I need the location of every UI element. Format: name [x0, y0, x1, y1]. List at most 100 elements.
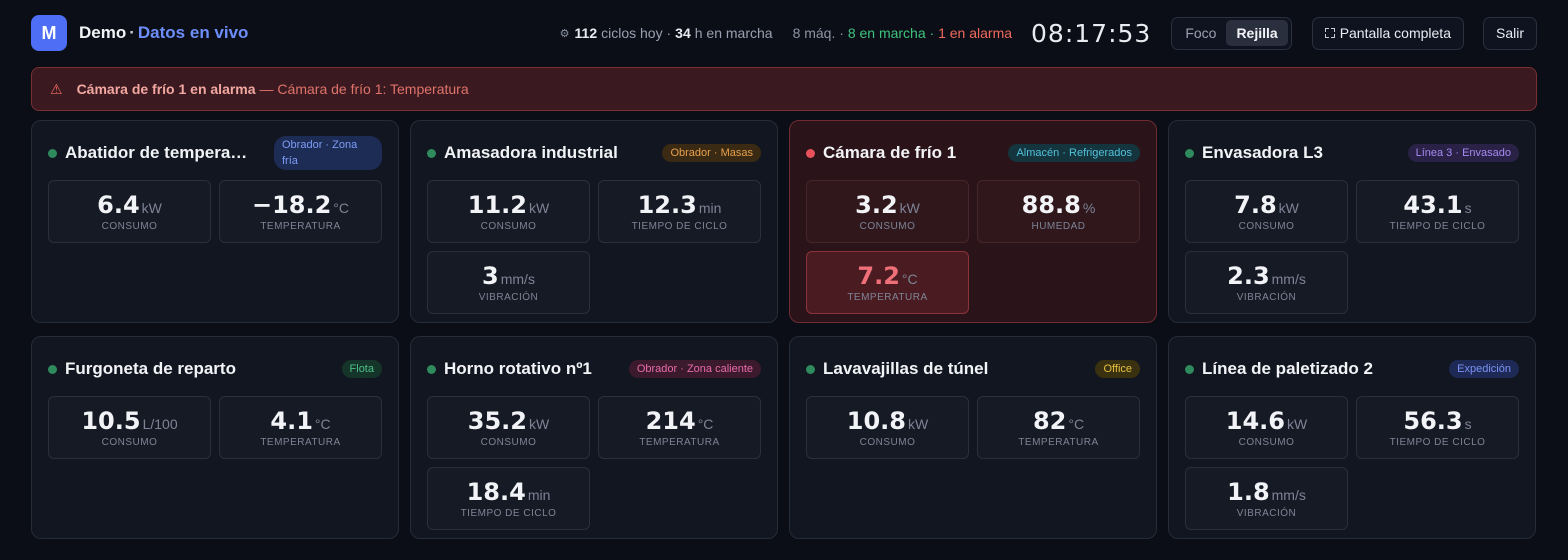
machine-title: Lavavajillas de túnel [823, 359, 989, 378]
view-grid-button[interactable]: Rejilla [1226, 20, 1288, 46]
metric-label: TIEMPO DE CICLO [1389, 221, 1486, 232]
metric-value: 7.8 [1234, 191, 1277, 219]
machine-title: Amasadora industrial [444, 143, 618, 162]
location-tag: Obrador · Masas [662, 144, 761, 162]
alarm-title: Cámara de frío 1 en alarma [76, 81, 256, 97]
metric-value: 35.2 [467, 407, 527, 435]
brand-separator: · [129, 23, 135, 42]
hours-count: 34 [675, 25, 691, 41]
metric-value: 214 [645, 407, 696, 435]
machine-summary: 8 máq. · 8 en marcha · 1 en alarma [793, 25, 1012, 41]
metric-tile: 18.4 min TIEMPO DE CICLO [427, 467, 590, 530]
metric-value: 3.2 [855, 191, 898, 219]
metric-unit: s [1464, 200, 1472, 216]
metric-tile: 88.8% HUMEDAD [977, 180, 1140, 243]
metric-label: TEMPERATURA [1018, 437, 1099, 448]
brand-title: Demo · Datos en vivo [79, 23, 248, 43]
metric-label: CONSUMO [480, 221, 537, 232]
metric-unit: kW [529, 200, 550, 216]
exit-button[interactable]: Salir [1482, 16, 1537, 50]
machine-card[interactable]: Envasadora L3 Línea 3 · Envasado 7.8 kW C… [1168, 120, 1536, 323]
metric-unit: kW [1287, 416, 1308, 432]
machine-card[interactable]: Abatidor de tempera… Obrador · Zona fría… [31, 120, 399, 323]
machine-card[interactable]: Horno rotativo nº1 Obrador · Zona calien… [410, 336, 778, 539]
metric-tile: 1.8 mm/s VIBRACIÓN [1185, 467, 1348, 530]
machine-card[interactable]: Línea de paletizado 2 Expedición 14.6 kW … [1168, 336, 1536, 539]
metric-value: 14.6 [1225, 407, 1285, 435]
metric-tile: 3 mm/s VIBRACIÓN [427, 251, 590, 314]
metric-unit: kW [1278, 200, 1299, 216]
metric-value: 88.8 [1021, 191, 1081, 219]
location-tag: Expedición [1449, 360, 1519, 378]
metric-tile: 12.3 min TIEMPO DE CICLO [598, 180, 761, 243]
metric-tile: 2.3 mm/s VIBRACIÓN [1185, 251, 1348, 314]
location-tag: Línea 3 · Envasado [1407, 144, 1519, 162]
metric-unit: kW [908, 416, 929, 432]
logo-letter: M [41, 22, 57, 43]
metric-value: 11.2 [467, 191, 527, 219]
metric-tile: 6.4 kW CONSUMO [48, 180, 211, 243]
metric-value: 10.8 [846, 407, 906, 435]
metric-tile: 14.6 kW CONSUMO [1185, 396, 1348, 459]
machine-card[interactable]: Lavavajillas de túnel Office 10.8 kW CONS… [789, 336, 1157, 539]
status-dot [806, 148, 815, 158]
machine-title: Furgoneta de reparto [65, 359, 236, 378]
metric-tile-alarm: 7.2 °C TEMPERATURA [806, 251, 969, 314]
metric-value: 43.1 [1403, 191, 1463, 219]
view-toggle: Foco Rejilla [1171, 16, 1292, 50]
metric-tile: 7.8 kW CONSUMO [1185, 180, 1348, 243]
metric-unit: mm/s [1271, 271, 1306, 287]
metric-unit: L/100 [142, 416, 178, 432]
metric-label: TEMPERATURA [260, 221, 341, 232]
machine-card[interactable]: Furgoneta de reparto Flota 10.5 L/100 CON… [31, 336, 399, 539]
top-bar: M Demo · Datos en vivo ⚙ 112 ciclos hoy · … [31, 15, 1537, 51]
metric-value: 56.3 [1403, 407, 1463, 435]
machine-card[interactable]: Amasadora industrial Obrador · Masas 11.… [410, 120, 778, 323]
metric-label: TEMPERATURA [639, 437, 720, 448]
metric-unit: °C [314, 416, 331, 432]
status-dot [1185, 148, 1194, 158]
status-dot [48, 148, 57, 158]
metric-value: 7.2 [857, 262, 900, 290]
machines-total: 8 máq. · [792, 25, 844, 41]
fullscreen-button[interactable]: Pantalla completa [1311, 16, 1464, 50]
status-dot [48, 364, 57, 374]
machines-separator: · [929, 25, 935, 41]
machines-running: 8 en marcha [847, 25, 926, 41]
metric-label: CONSUMO [859, 437, 916, 448]
location-tag: Office [1095, 360, 1140, 378]
machine-card-alarm[interactable]: Cámara de frío 1 Almacén · Refrigerados … [789, 120, 1157, 323]
hours-text: h en marcha [694, 25, 773, 41]
metric-tile: 3.2 kW CONSUMO [806, 180, 969, 243]
metric-label: CONSUMO [101, 221, 158, 232]
status-dot [427, 148, 436, 158]
metric-value: 18.4 [466, 478, 526, 506]
cycles-text: ciclos hoy · [601, 25, 672, 41]
status-dot [427, 364, 436, 374]
machine-grid: Abatidor de tempera… Obrador · Zona fría… [31, 120, 1537, 539]
metric-unit: °C [697, 416, 714, 432]
view-focus-button[interactable]: Foco [1185, 25, 1217, 41]
metric-tile: 10.8 kW CONSUMO [806, 396, 969, 459]
metric-value: 12.3 [637, 191, 697, 219]
metric-label: VIBRACIÓN [478, 292, 539, 303]
status-dot [1185, 364, 1194, 374]
metric-unit: mm/s [500, 271, 535, 287]
metric-unit: °C [901, 271, 918, 287]
live-data-label: Datos en vivo [137, 23, 249, 42]
fullscreen-icon [1324, 28, 1335, 38]
metric-value: 1.8 [1227, 478, 1270, 506]
metric-label: CONSUMO [1238, 437, 1295, 448]
metric-unit: °C [1068, 416, 1085, 432]
daily-stats: ⚙ 112 ciclos hoy · 34 h en marcha [560, 25, 773, 41]
alarm-banner[interactable]: ⚠ Cámara de frío 1 en alarma — Cámara de… [31, 67, 1537, 111]
metric-unit: kW [899, 200, 920, 216]
metric-label: HUMEDAD [1031, 221, 1086, 232]
location-tag: Obrador · Zona caliente [628, 360, 761, 378]
metric-unit: kW [141, 200, 162, 216]
location-tag: Obrador · Zona fría [274, 136, 382, 170]
metric-unit: s [1464, 416, 1472, 432]
metric-value: 82 [1032, 407, 1067, 435]
gear-icon: ⚙ [559, 27, 570, 40]
metric-label: TEMPERATURA [260, 437, 341, 448]
